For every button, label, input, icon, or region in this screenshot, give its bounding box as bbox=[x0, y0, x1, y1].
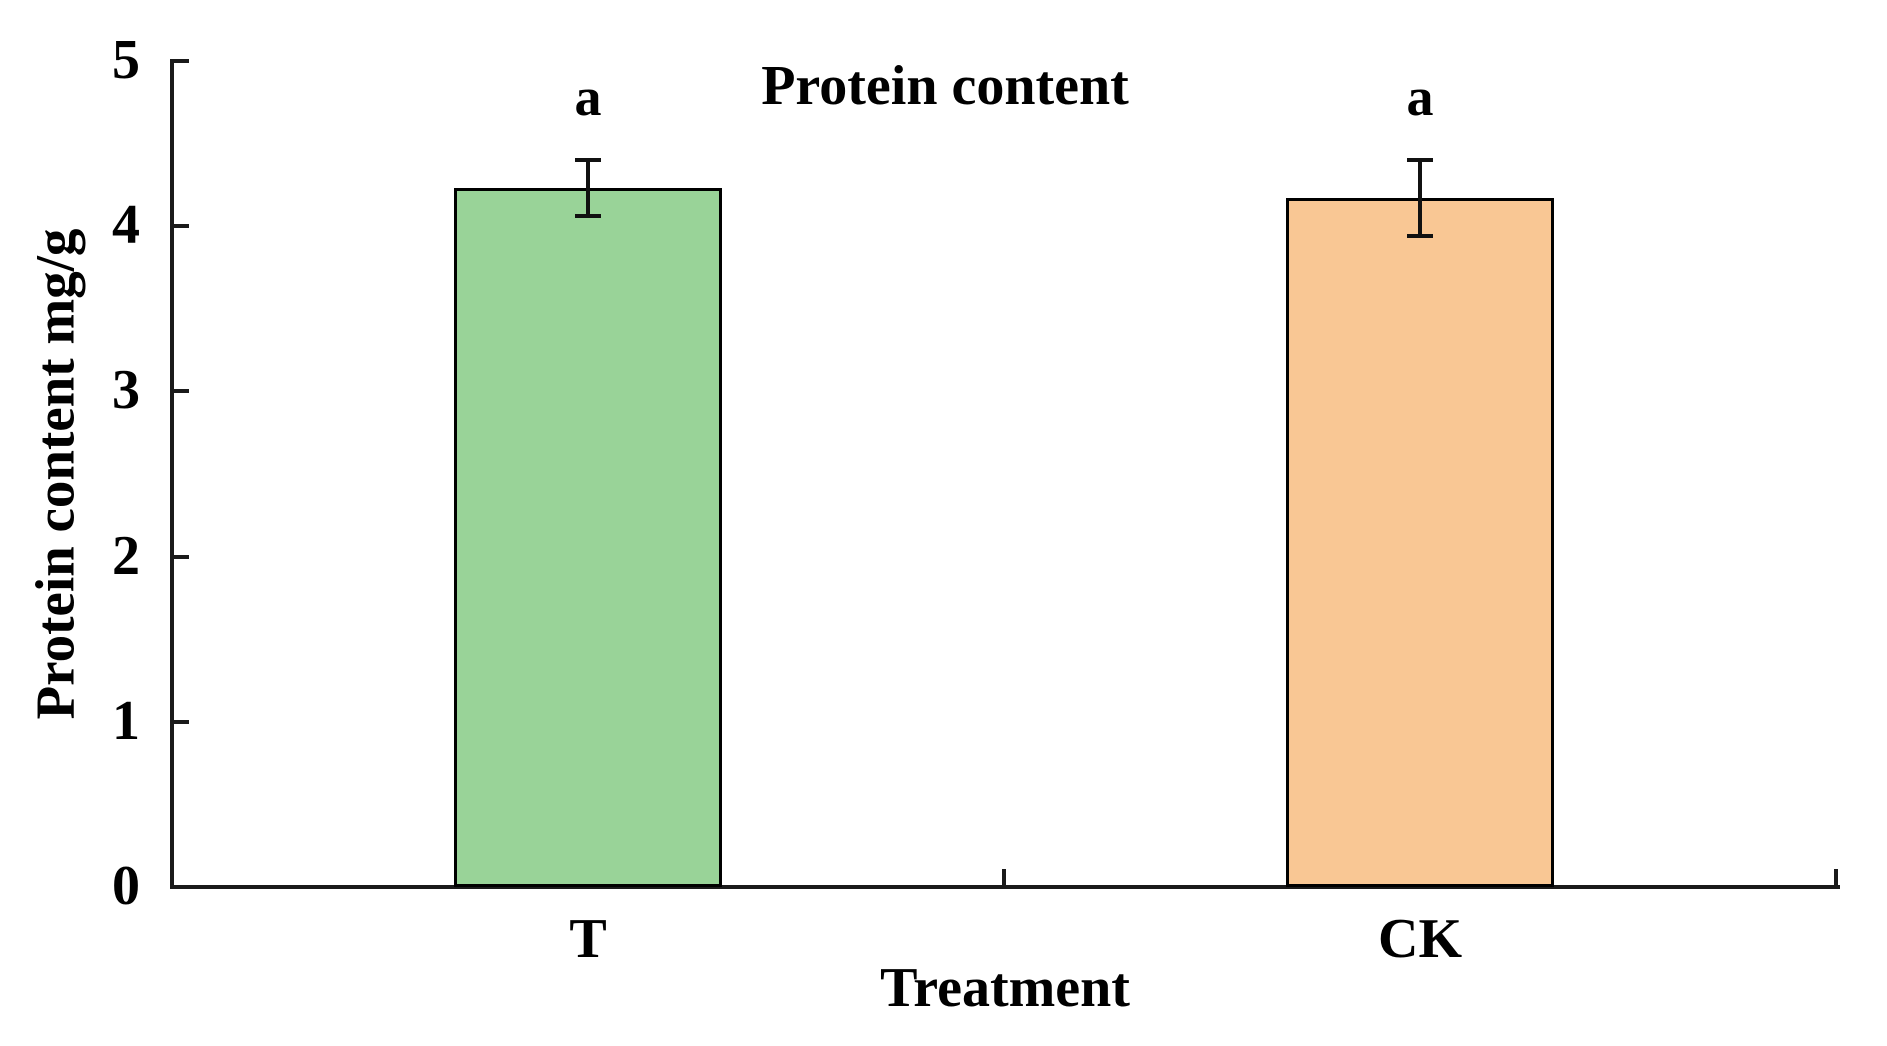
chart-title: Protein content bbox=[761, 55, 1129, 117]
bar-T bbox=[454, 188, 722, 887]
x-axis-line bbox=[170, 885, 1840, 889]
y-tick-label: 0 bbox=[112, 855, 140, 917]
y-tick-label: 1 bbox=[112, 689, 140, 752]
y-axis-tick bbox=[172, 554, 189, 559]
error-bar-cap-top bbox=[1407, 158, 1433, 163]
y-tick-label: 3 bbox=[112, 359, 140, 422]
significance-letter: a bbox=[1406, 67, 1434, 128]
x-axis-title: Treatment bbox=[880, 957, 1130, 1019]
error-bar-cap-top bbox=[575, 158, 601, 163]
y-axis-tick bbox=[172, 59, 189, 63]
error-bar-cap-bottom bbox=[575, 214, 601, 219]
y-axis-tick bbox=[172, 224, 189, 229]
y-axis-tick bbox=[172, 885, 189, 889]
y-tick-label: 2 bbox=[112, 524, 140, 587]
x-tick-label-T: T bbox=[569, 908, 607, 970]
x-axis-tick bbox=[1002, 869, 1006, 887]
bar-CK bbox=[1286, 198, 1554, 887]
y-axis-tick bbox=[172, 719, 189, 724]
y-axis-tick bbox=[172, 389, 189, 394]
error-bar-cap-bottom bbox=[1407, 234, 1433, 239]
x-axis-tick bbox=[1834, 869, 1838, 887]
y-tick-label: 5 bbox=[112, 29, 140, 91]
y-tick-label: 4 bbox=[112, 194, 140, 257]
error-bar-line bbox=[586, 160, 590, 217]
y-axis-line bbox=[170, 59, 174, 889]
x-tick-label-CK: CK bbox=[1378, 908, 1462, 970]
significance-letter: a bbox=[574, 67, 602, 128]
error-bar-line bbox=[1418, 160, 1422, 237]
